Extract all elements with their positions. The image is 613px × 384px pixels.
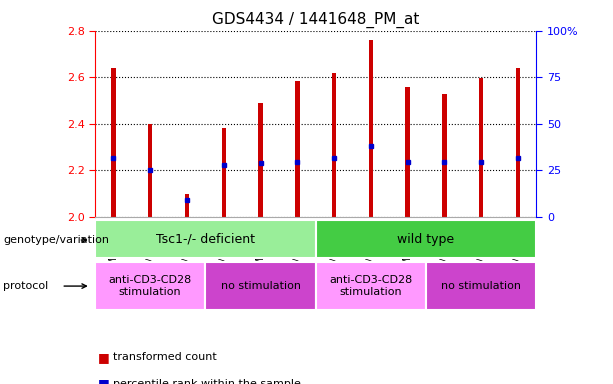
- Text: wild type: wild type: [397, 233, 455, 245]
- Text: protocol: protocol: [3, 281, 48, 291]
- Text: genotype/variation: genotype/variation: [3, 235, 109, 245]
- Bar: [368, 40, 373, 217]
- Text: ■: ■: [98, 351, 110, 364]
- Bar: [205, 262, 316, 310]
- Text: percentile rank within the sample: percentile rank within the sample: [113, 379, 301, 384]
- Bar: [295, 81, 300, 217]
- Bar: [95, 220, 316, 258]
- Bar: [111, 68, 116, 217]
- Text: Tsc1-/- deficient: Tsc1-/- deficient: [156, 233, 255, 245]
- Bar: [479, 78, 484, 217]
- Bar: [516, 68, 520, 217]
- Text: no stimulation: no stimulation: [441, 281, 521, 291]
- Bar: [332, 73, 337, 217]
- Title: GDS4434 / 1441648_PM_at: GDS4434 / 1441648_PM_at: [212, 12, 419, 28]
- Bar: [95, 262, 205, 310]
- Bar: [258, 103, 263, 217]
- Bar: [185, 194, 189, 217]
- Text: anti-CD3-CD28
stimulation: anti-CD3-CD28 stimulation: [329, 275, 413, 297]
- Bar: [316, 220, 536, 258]
- Bar: [442, 94, 447, 217]
- Text: anti-CD3-CD28
stimulation: anti-CD3-CD28 stimulation: [109, 275, 192, 297]
- Bar: [148, 124, 153, 217]
- Text: ■: ■: [98, 377, 110, 384]
- Bar: [316, 262, 426, 310]
- Text: transformed count: transformed count: [113, 352, 217, 362]
- Bar: [221, 129, 226, 217]
- Bar: [426, 262, 536, 310]
- Bar: [405, 87, 410, 217]
- Text: no stimulation: no stimulation: [221, 281, 300, 291]
